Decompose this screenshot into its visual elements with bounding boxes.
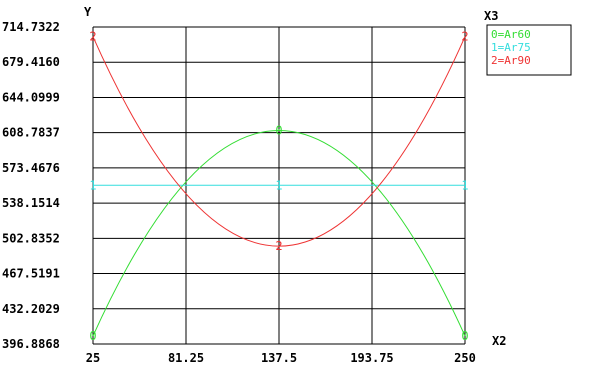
x-tick-label: 250 (454, 351, 476, 365)
x-axis-label: X2 (492, 334, 506, 348)
y-tick-label: 502.8352 (2, 231, 60, 245)
y-axis-ticks: 396.8868 432.2029 467.5191 502.8352 538.1514… (2, 20, 60, 351)
y-tick-label: 432.2029 (2, 302, 60, 316)
series-layer: 0 0 0 1 1 1 2 2 2 (89, 30, 468, 343)
x-tick-label: 137.5 (261, 351, 297, 365)
y-tick-label: 644.0999 (2, 90, 60, 104)
y-tick-label: 396.8868 (2, 337, 60, 351)
x-tick-label: 25 (86, 351, 100, 365)
legend-title: X3 (484, 9, 498, 23)
x-tick-label: 81.25 (168, 351, 204, 365)
y-tick-label: 608.7837 (2, 126, 60, 140)
legend-entry: 0=Ar60 (491, 28, 531, 41)
data-point-marker: 1 (275, 178, 282, 192)
y-tick-label: 467.5191 (2, 267, 60, 281)
data-point-marker: 1 (461, 178, 468, 192)
series-Ar60: 0 0 0 (89, 123, 468, 342)
series-Ar90: 2 2 2 (89, 30, 468, 253)
data-point-marker: 2 (461, 30, 468, 44)
y-tick-label: 538.1514 (2, 196, 60, 210)
x-tick-label: 193.75 (350, 351, 393, 365)
data-point-marker: 1 (89, 178, 96, 192)
data-point-marker: 0 (461, 329, 468, 343)
legend-entry: 2=Ar90 (491, 54, 531, 67)
series-line (92, 36, 466, 247)
y-tick-label: 573.4676 (2, 161, 60, 175)
y-tick-label: 679.4160 (2, 55, 60, 69)
legend-entry: 1=Ar75 (491, 41, 531, 54)
data-point-marker: 2 (89, 30, 96, 44)
series-line (92, 130, 466, 337)
x-axis-ticks: 25 81.25 137.5 193.75 250 (86, 351, 476, 365)
data-point-marker: 2 (275, 239, 282, 253)
legend-box (486, 24, 572, 76)
y-tick-label: 714.7322 (2, 20, 60, 34)
data-point-marker: 0 (89, 329, 96, 343)
data-point-marker: 0 (275, 123, 282, 137)
series-Ar75: 1 1 1 (89, 178, 468, 192)
y-axis-label: Y (84, 5, 92, 19)
